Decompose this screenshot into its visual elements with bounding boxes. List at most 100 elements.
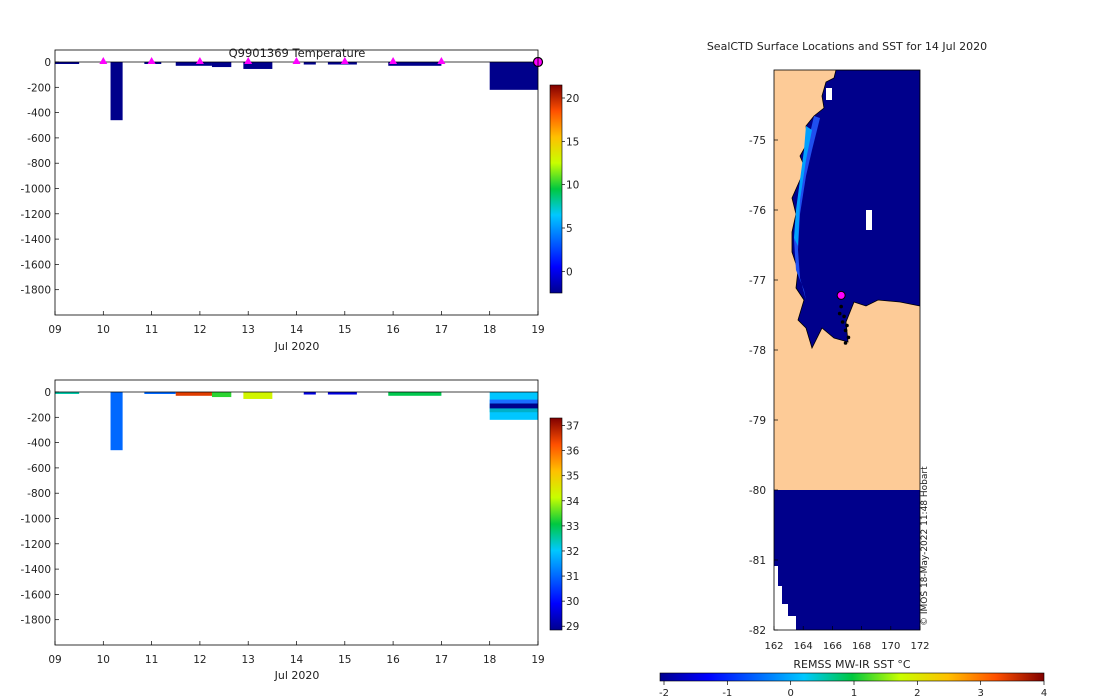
colorbar-tick-label-7: 30 <box>566 596 579 608</box>
lower-y-axis: 0 -200 -400 -600 -800 -1000 -1200 -1400 -1600 -18… <box>20 387 59 627</box>
sst-tick-label-6: 4 <box>1041 688 1047 699</box>
profile-band-blue <box>489 399 538 404</box>
sst-tick-label-5: 3 <box>977 688 983 699</box>
y-tick-label-1: -200 <box>27 82 51 94</box>
lat-tick-label-4: -79 <box>749 415 766 427</box>
x-tick-label-5: 14 <box>290 324 304 336</box>
profile-bar-4 <box>211 392 232 398</box>
sst-colorbar-ticks: -2 -1 0 1 2 3 4 <box>659 681 1047 699</box>
map-coastal-sst-light <box>794 126 812 246</box>
colorbar-tick-label-3: 34 <box>566 496 580 508</box>
sst-tick-label-0: -2 <box>659 688 669 699</box>
profile-bar-6 <box>303 392 316 395</box>
temperature-title: Q9901369 Temperature <box>229 46 366 60</box>
lower-colorbar-ticks: 37 36 35 34 33 32 31 30 29 <box>562 421 580 633</box>
y-tick-label-7: -1400 <box>20 234 51 246</box>
colorbar-tick-label-2: 10 <box>566 180 579 192</box>
y-tick-label-4: -800 <box>27 158 51 170</box>
profile-bar-4 <box>211 62 232 68</box>
colorbar-tick-label-0: 20 <box>566 93 579 105</box>
x-tick-label-7: 16 <box>386 324 400 336</box>
colorbar-tick-label-4: 33 <box>566 521 579 533</box>
x-tick-label-0: 09 <box>48 324 61 336</box>
sst-map-panel: SealCTD Surface Locations and SST for 14… <box>659 40 1047 699</box>
lon-tick-label-2: 166 <box>823 641 842 652</box>
colorbar-tick-label-2: 35 <box>566 471 579 483</box>
lower-x-axis: 09 10 11 12 13 14 15 16 17 18 19 <box>48 641 545 666</box>
lat-tick-label-6: -81 <box>749 555 766 567</box>
track-point-4 <box>840 320 845 324</box>
y-tick-label-6: -1200 <box>20 209 51 221</box>
lat-tick-label-2: -77 <box>749 275 766 287</box>
map-gap <box>826 88 832 100</box>
y-tick-label-9: -1800 <box>20 615 51 627</box>
y-tick-label-3: -600 <box>27 463 51 475</box>
profile-bar-7 <box>327 392 357 395</box>
x-tick-label-10: 19 <box>531 654 544 666</box>
track-point-3 <box>843 328 848 333</box>
y-tick-label-5: -1000 <box>20 514 51 526</box>
profile-bar-6 <box>303 62 316 65</box>
y-tick-label-4: -800 <box>27 488 51 500</box>
sst-tick-label-2: 0 <box>787 688 793 699</box>
lon-tick-label-0: 162 <box>764 641 783 652</box>
colorbar-tick-label-5: 32 <box>566 546 579 558</box>
x-tick-label-8: 17 <box>435 324 448 336</box>
profile-bar-0 <box>55 62 80 64</box>
map-longitude-axis: 162 164 166 168 170 172 <box>764 626 930 652</box>
y-tick-label-7: -1400 <box>20 564 51 576</box>
lon-tick-label-1: 164 <box>794 641 813 652</box>
y-tick-label-0: 0 <box>44 387 51 399</box>
temperature-panel: Q9901369 Temperature 0 -200 -400 -600 -800 -1… <box>20 46 579 353</box>
colorbar-tick-label-1: 15 <box>566 136 579 148</box>
map-title: SealCTD Surface Locations and SST for 14… <box>707 40 987 53</box>
lat-tick-label-3: -78 <box>749 345 766 357</box>
map-latitude-axis: -75 -76 -77 -78 -79 -80 -81 -82 <box>749 135 778 637</box>
sst-colorbar-label: REMSS MW-IR SST °C <box>793 658 911 671</box>
temperature-x-axis: 09 10 11 12 13 14 15 16 17 18 19 <box>48 311 545 336</box>
x-tick-label-3: 12 <box>193 324 206 336</box>
lower-xlabel: Jul 2020 <box>274 669 320 682</box>
surfacing-marker-7 <box>437 57 446 64</box>
x-tick-label-7: 16 <box>386 654 400 666</box>
colorbar-tick-label-3: 5 <box>566 223 573 235</box>
colorbar-tick-label-1: 36 <box>566 446 580 458</box>
y-tick-label-3: -600 <box>27 133 51 145</box>
temperature-plot-frame <box>54 49 539 316</box>
colorbar-tick-label-8: 29 <box>566 621 579 633</box>
lower-plot-frame <box>54 379 539 646</box>
map-credit: © IMOS 18-May-2022 11:48 Hobart <box>920 466 930 626</box>
lon-tick-label-3: 168 <box>852 641 871 652</box>
y-tick-label-2: -400 <box>27 108 51 120</box>
lat-tick-label-1: -76 <box>749 205 766 217</box>
profile-bar-1 <box>110 392 123 451</box>
x-tick-label-10: 19 <box>531 324 544 336</box>
profile-bar-1 <box>110 62 123 121</box>
sst-tick-label-1: -1 <box>722 688 732 699</box>
surfacing-marker-4 <box>292 57 301 64</box>
x-tick-label-6: 15 <box>338 324 351 336</box>
track-point-5 <box>837 311 842 316</box>
x-tick-label-5: 14 <box>290 654 304 666</box>
x-tick-label-1: 10 <box>97 654 110 666</box>
float-track <box>837 304 851 345</box>
y-tick-label-8: -1600 <box>20 259 51 271</box>
track-point-1 <box>842 314 846 319</box>
x-tick-label-6: 15 <box>338 654 351 666</box>
map-ocean-south <box>774 490 920 630</box>
colorbar-tick-label-6: 31 <box>566 571 579 583</box>
map-field <box>774 70 920 630</box>
map-missing-data <box>774 566 796 630</box>
profile-bar-5 <box>243 392 273 399</box>
profile-bar-8 <box>388 62 442 66</box>
colorbar-tick-label-0: 37 <box>566 421 579 433</box>
float-current-position <box>836 290 846 300</box>
lower-profiles <box>55 391 538 451</box>
lon-tick-label-5: 172 <box>910 641 929 652</box>
temperature-colorbar <box>549 84 563 294</box>
lat-tick-label-5: -80 <box>749 485 766 497</box>
profile-bar-5 <box>243 62 273 69</box>
x-tick-label-9: 18 <box>483 654 496 666</box>
profile-bar-2 <box>144 392 176 394</box>
